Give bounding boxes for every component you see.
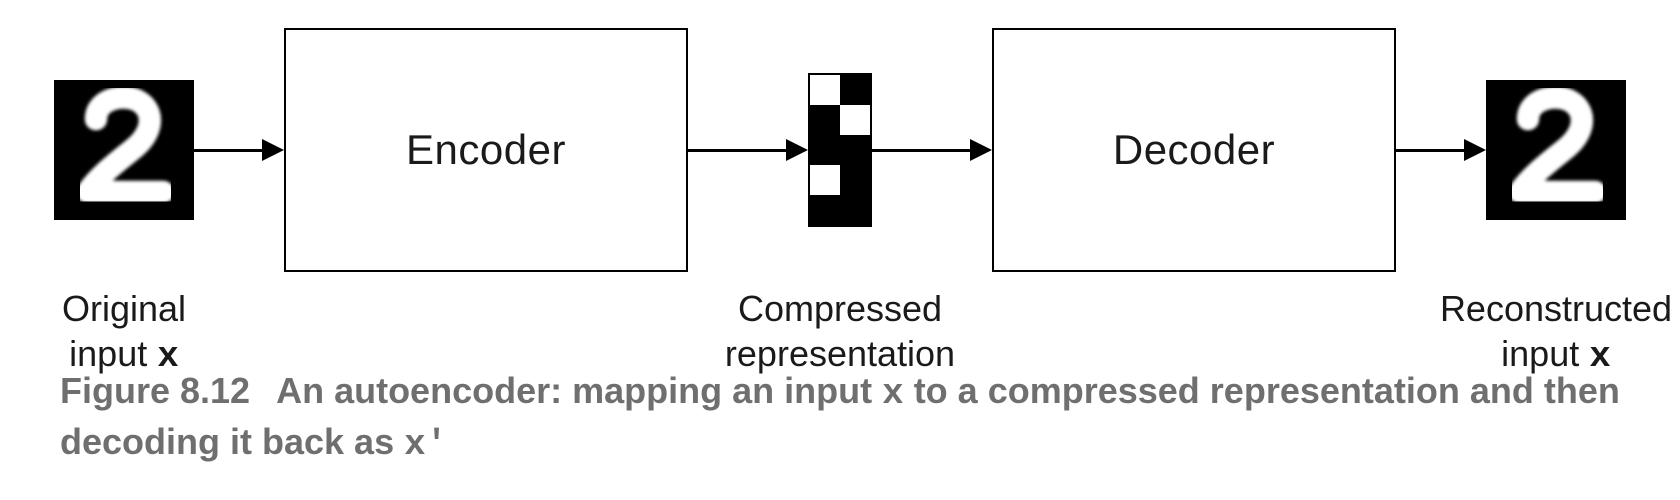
arrow-input-to-encoder <box>194 149 284 151</box>
arrow-latent-to-decoder <box>872 149 992 151</box>
decoder-label: Decoder <box>1113 126 1275 174</box>
arrow-encoder-to-latent <box>688 149 808 151</box>
decoder-block: Decoder <box>992 28 1396 272</box>
figure-number: Figure 8.12 <box>60 370 250 411</box>
figure-stage: Encoder Decoder Original input x <box>0 0 1680 500</box>
encoder-label: Encoder <box>406 126 566 174</box>
arrow-decoder-to-output <box>1396 149 1486 151</box>
figure-caption-text: Figure 8.12An autoencoder: mapping an in… <box>60 367 1620 470</box>
input-sublabel: Original input x <box>24 286 224 379</box>
input-digit-node <box>54 80 194 220</box>
input-sublabel-line1: Original <box>24 286 224 331</box>
latent-sublabel: Compressed representation <box>680 286 1000 376</box>
latent-sublabel-line1: Compressed <box>680 286 1000 331</box>
diagram-row: Encoder Decoder <box>0 20 1680 280</box>
encoder-block: Encoder <box>284 28 688 272</box>
input-digit-icon <box>54 80 194 220</box>
output-digit-icon <box>1486 80 1626 220</box>
output-digit-node <box>1486 80 1626 220</box>
latent-checker-icon <box>808 73 872 227</box>
latent-node <box>808 73 872 227</box>
figure-caption: Figure 8.12An autoencoder: mapping an in… <box>60 367 1620 470</box>
output-sublabel-line1: Reconstructed <box>1416 286 1680 331</box>
output-sublabel: Reconstructed input x <box>1416 286 1680 379</box>
